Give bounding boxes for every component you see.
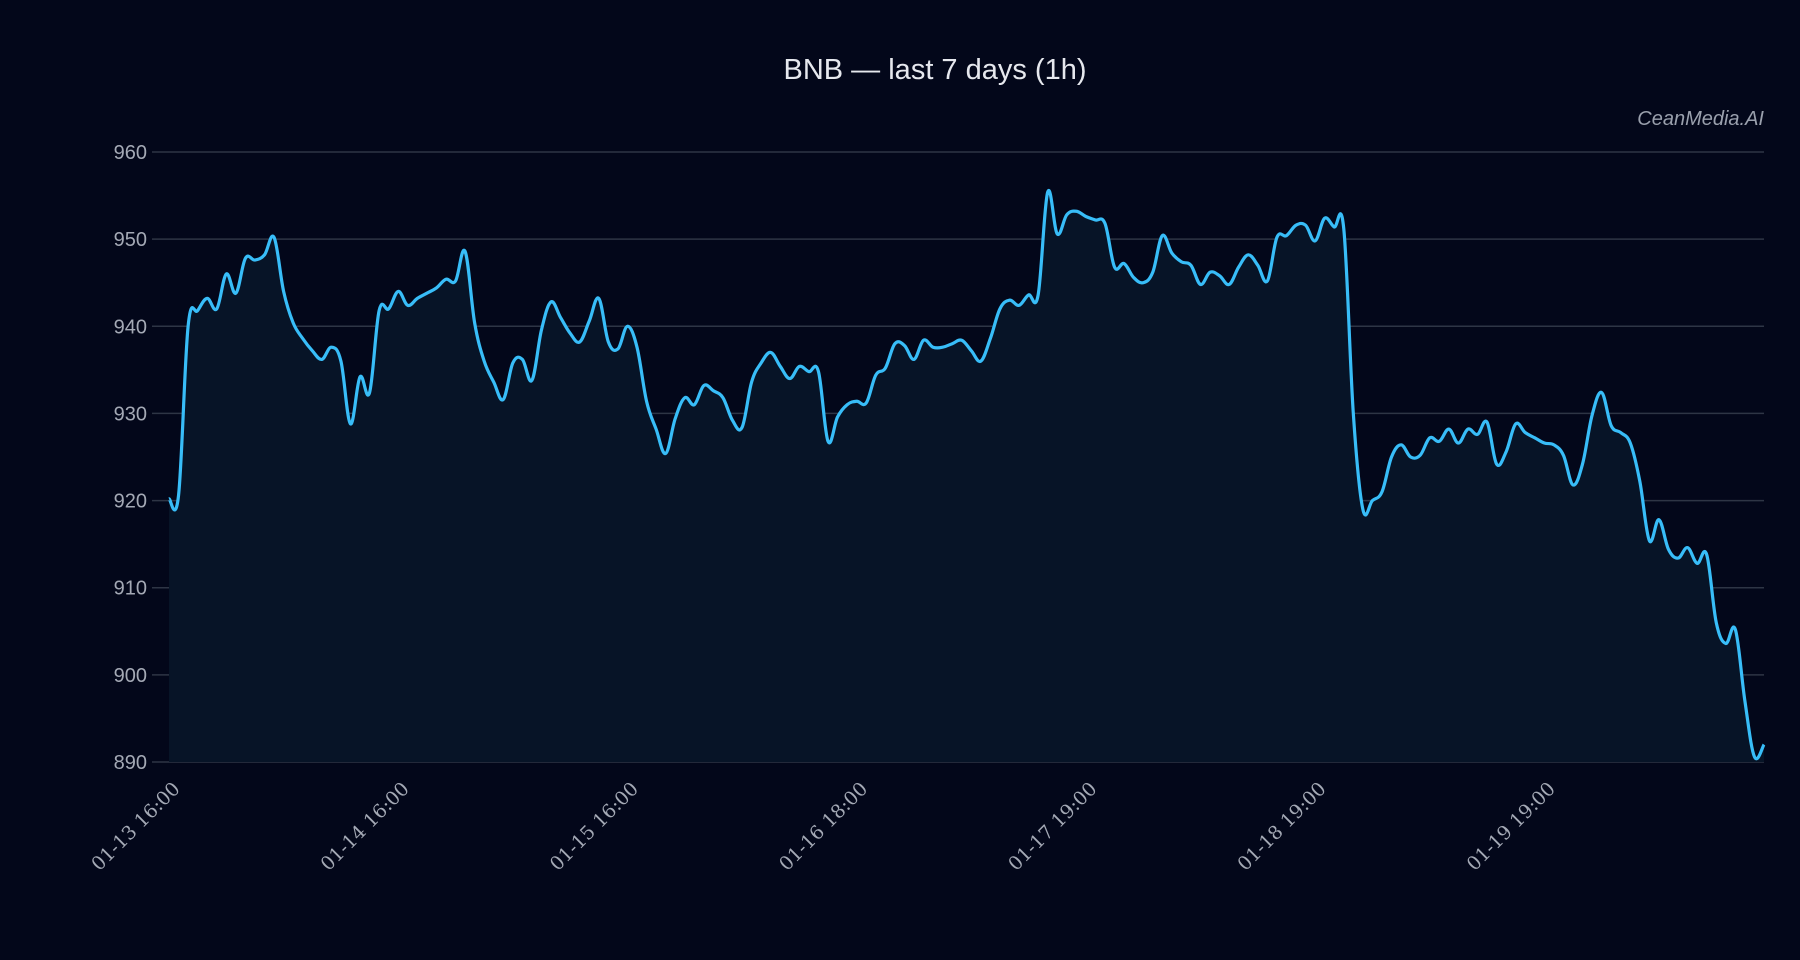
y-tick-label: 890 [114,752,147,774]
x-tick-label: 01-18 19:00 [1233,778,1330,875]
x-tick-label: 01-13 16:00 [87,778,184,875]
x-tick-label: 01-17 19:00 [1004,778,1101,875]
y-tick-label: 930 [114,403,147,425]
y-tick-label: 960 [114,142,147,164]
y-tick-label: 950 [114,229,147,251]
price-area-fill [169,190,1764,762]
y-tick-label: 940 [114,316,147,338]
watermark: CeanMedia.AI [1637,108,1764,130]
x-tick-label: 01-15 16:00 [546,778,643,875]
x-tick-label: 01-19 19:00 [1463,778,1560,875]
y-tick-label: 900 [114,665,147,687]
y-tick-label: 910 [114,578,147,600]
x-tick-label: 01-14 16:00 [316,778,413,875]
chart-title: BNB — last 7 days (1h) [783,54,1087,86]
y-tick-label: 920 [114,491,147,513]
y-axis-ticks: 890 900 910 920 930 940 950 960 [114,142,147,774]
price-line [167,188,1766,761]
x-tick-label: 01-16 18:00 [775,778,872,875]
x-axis-ticks: 01-13 16:00 01-14 16:00 01-15 16:00 01-16 1… [87,778,1560,875]
